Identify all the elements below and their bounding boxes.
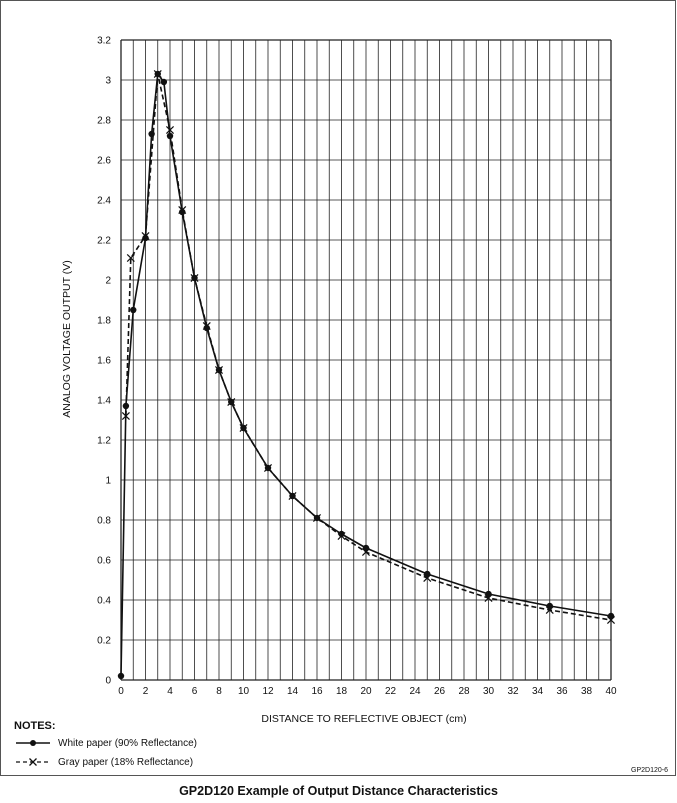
x-tick-label: 16 — [311, 686, 323, 697]
x-tick-label: 28 — [458, 686, 470, 697]
y-axis-title: ANALOG VOLTAGE OUTPUT (V) — [61, 260, 73, 418]
data-point-dot — [122, 402, 130, 410]
data-point-dot — [130, 306, 137, 314]
x-tick-labels: 0 2 4 6 8 10 12 14 16 18 20 22 24 26 28 30 32 34 36 38 40 — [118, 686, 617, 697]
data-point-dot — [215, 366, 223, 374]
x-tick-label: 30 — [483, 686, 495, 697]
y-tick-label: 2.6 — [97, 156, 111, 167]
y-tick-label: 0.2 — [97, 636, 111, 647]
y-tick-labels: 0 0.2 0.4 0.6 0.8 1 1.2 1.4 1.6 1.8 2 2.2 2.4 2.6 2.8 3… — [97, 36, 111, 687]
data-point-dot — [142, 234, 149, 242]
data-point-dot — [485, 590, 492, 598]
legend-item-gray-paper: Gray paper (18% Reflectance) — [14, 754, 193, 770]
series-line — [125, 73, 612, 621]
x-tick-label: 2 — [143, 686, 149, 697]
grid-lines — [120, 39, 612, 681]
data-point-dot — [607, 612, 615, 620]
legend-item-white-paper: White paper (90% Reflectance) — [14, 735, 197, 751]
data-point-dot — [191, 274, 198, 282]
data-point-dot — [264, 464, 272, 472]
data-point-dot — [362, 544, 370, 552]
data-point-dot — [179, 208, 186, 216]
output-distance-chart: 0 0.2 0.4 0.6 0.8 1 1.2 1.4 1.6 1.8 2 2.2 2.4 2.6 2.8 3… — [61, 36, 617, 726]
y-tick-label: 1 — [105, 476, 111, 487]
data-point-dot — [166, 132, 174, 140]
y-tick-label: 1.6 — [97, 356, 111, 367]
y-tick-label: 0.4 — [97, 596, 111, 607]
figure-frame — [0, 0, 676, 776]
dashed-line-x-icon — [16, 758, 50, 766]
data-point-dot — [148, 130, 155, 138]
notes-title: NOTES: — [14, 720, 56, 732]
x-tick-label: 18 — [336, 686, 348, 697]
y-tick-label: 0.8 — [97, 516, 111, 527]
figure-code: GP2D120-6 — [631, 767, 668, 774]
y-tick-label: 2.8 — [97, 116, 111, 127]
x-tick-label: 10 — [238, 686, 250, 697]
data-point-dot — [203, 324, 210, 332]
y-tick-label: 3.2 — [97, 36, 111, 47]
y-tick-label: 1.4 — [97, 396, 111, 407]
x-tick-label: 8 — [216, 686, 222, 697]
solid-line-dot-icon — [16, 740, 50, 746]
data-point-dot — [160, 78, 168, 86]
legend-label-gray-paper: Gray paper (18% Reflectance) — [58, 756, 194, 768]
data-point-dot — [338, 530, 345, 538]
x-tick-label: 38 — [581, 686, 593, 697]
data-point-x — [126, 253, 135, 263]
data-point-dot — [289, 492, 296, 500]
x-tick-label: 24 — [409, 686, 421, 697]
x-tick-label: 14 — [287, 686, 299, 697]
x-tick-label: 4 — [167, 686, 173, 697]
series-white-paper — [117, 70, 615, 680]
y-tick-label: 2.2 — [97, 236, 111, 247]
y-tick-label: 0 — [105, 676, 111, 687]
data-point-dot — [546, 602, 553, 610]
x-tick-label: 12 — [262, 686, 274, 697]
y-tick-label: 2 — [105, 276, 111, 287]
legend-label-white-paper: White paper (90% Reflectance) — [58, 737, 197, 749]
y-tick-label: 0.6 — [97, 556, 111, 567]
x-tick-label: 0 — [118, 686, 124, 697]
data-point-dot — [154, 70, 161, 78]
data-point-dot — [240, 424, 247, 432]
y-tick-label: 3 — [105, 76, 111, 87]
data-point-dot — [117, 672, 125, 680]
y-tick-label: 1.8 — [97, 316, 111, 327]
data-point-dot — [424, 570, 431, 578]
data-point-dot — [228, 398, 235, 406]
series-gray-paper — [121, 69, 616, 625]
data-point-dot — [313, 514, 321, 522]
x-tick-label: 32 — [507, 686, 519, 697]
x-tick-label: 40 — [605, 686, 617, 697]
x-tick-label: 36 — [556, 686, 568, 697]
x-tick-label: 20 — [360, 686, 372, 697]
x-tick-label: 22 — [385, 686, 397, 697]
x-axis-title: DISTANCE TO REFLECTIVE OBJECT (cm) — [261, 713, 466, 725]
y-tick-label: 1.2 — [97, 436, 111, 447]
y-tick-label: 2.4 — [97, 196, 111, 207]
x-tick-label: 34 — [532, 686, 544, 697]
figure-caption: GP2D120 Example of Output Distance Chara… — [179, 784, 498, 798]
x-tick-label: 6 — [192, 686, 198, 697]
x-tick-label: 26 — [434, 686, 446, 697]
